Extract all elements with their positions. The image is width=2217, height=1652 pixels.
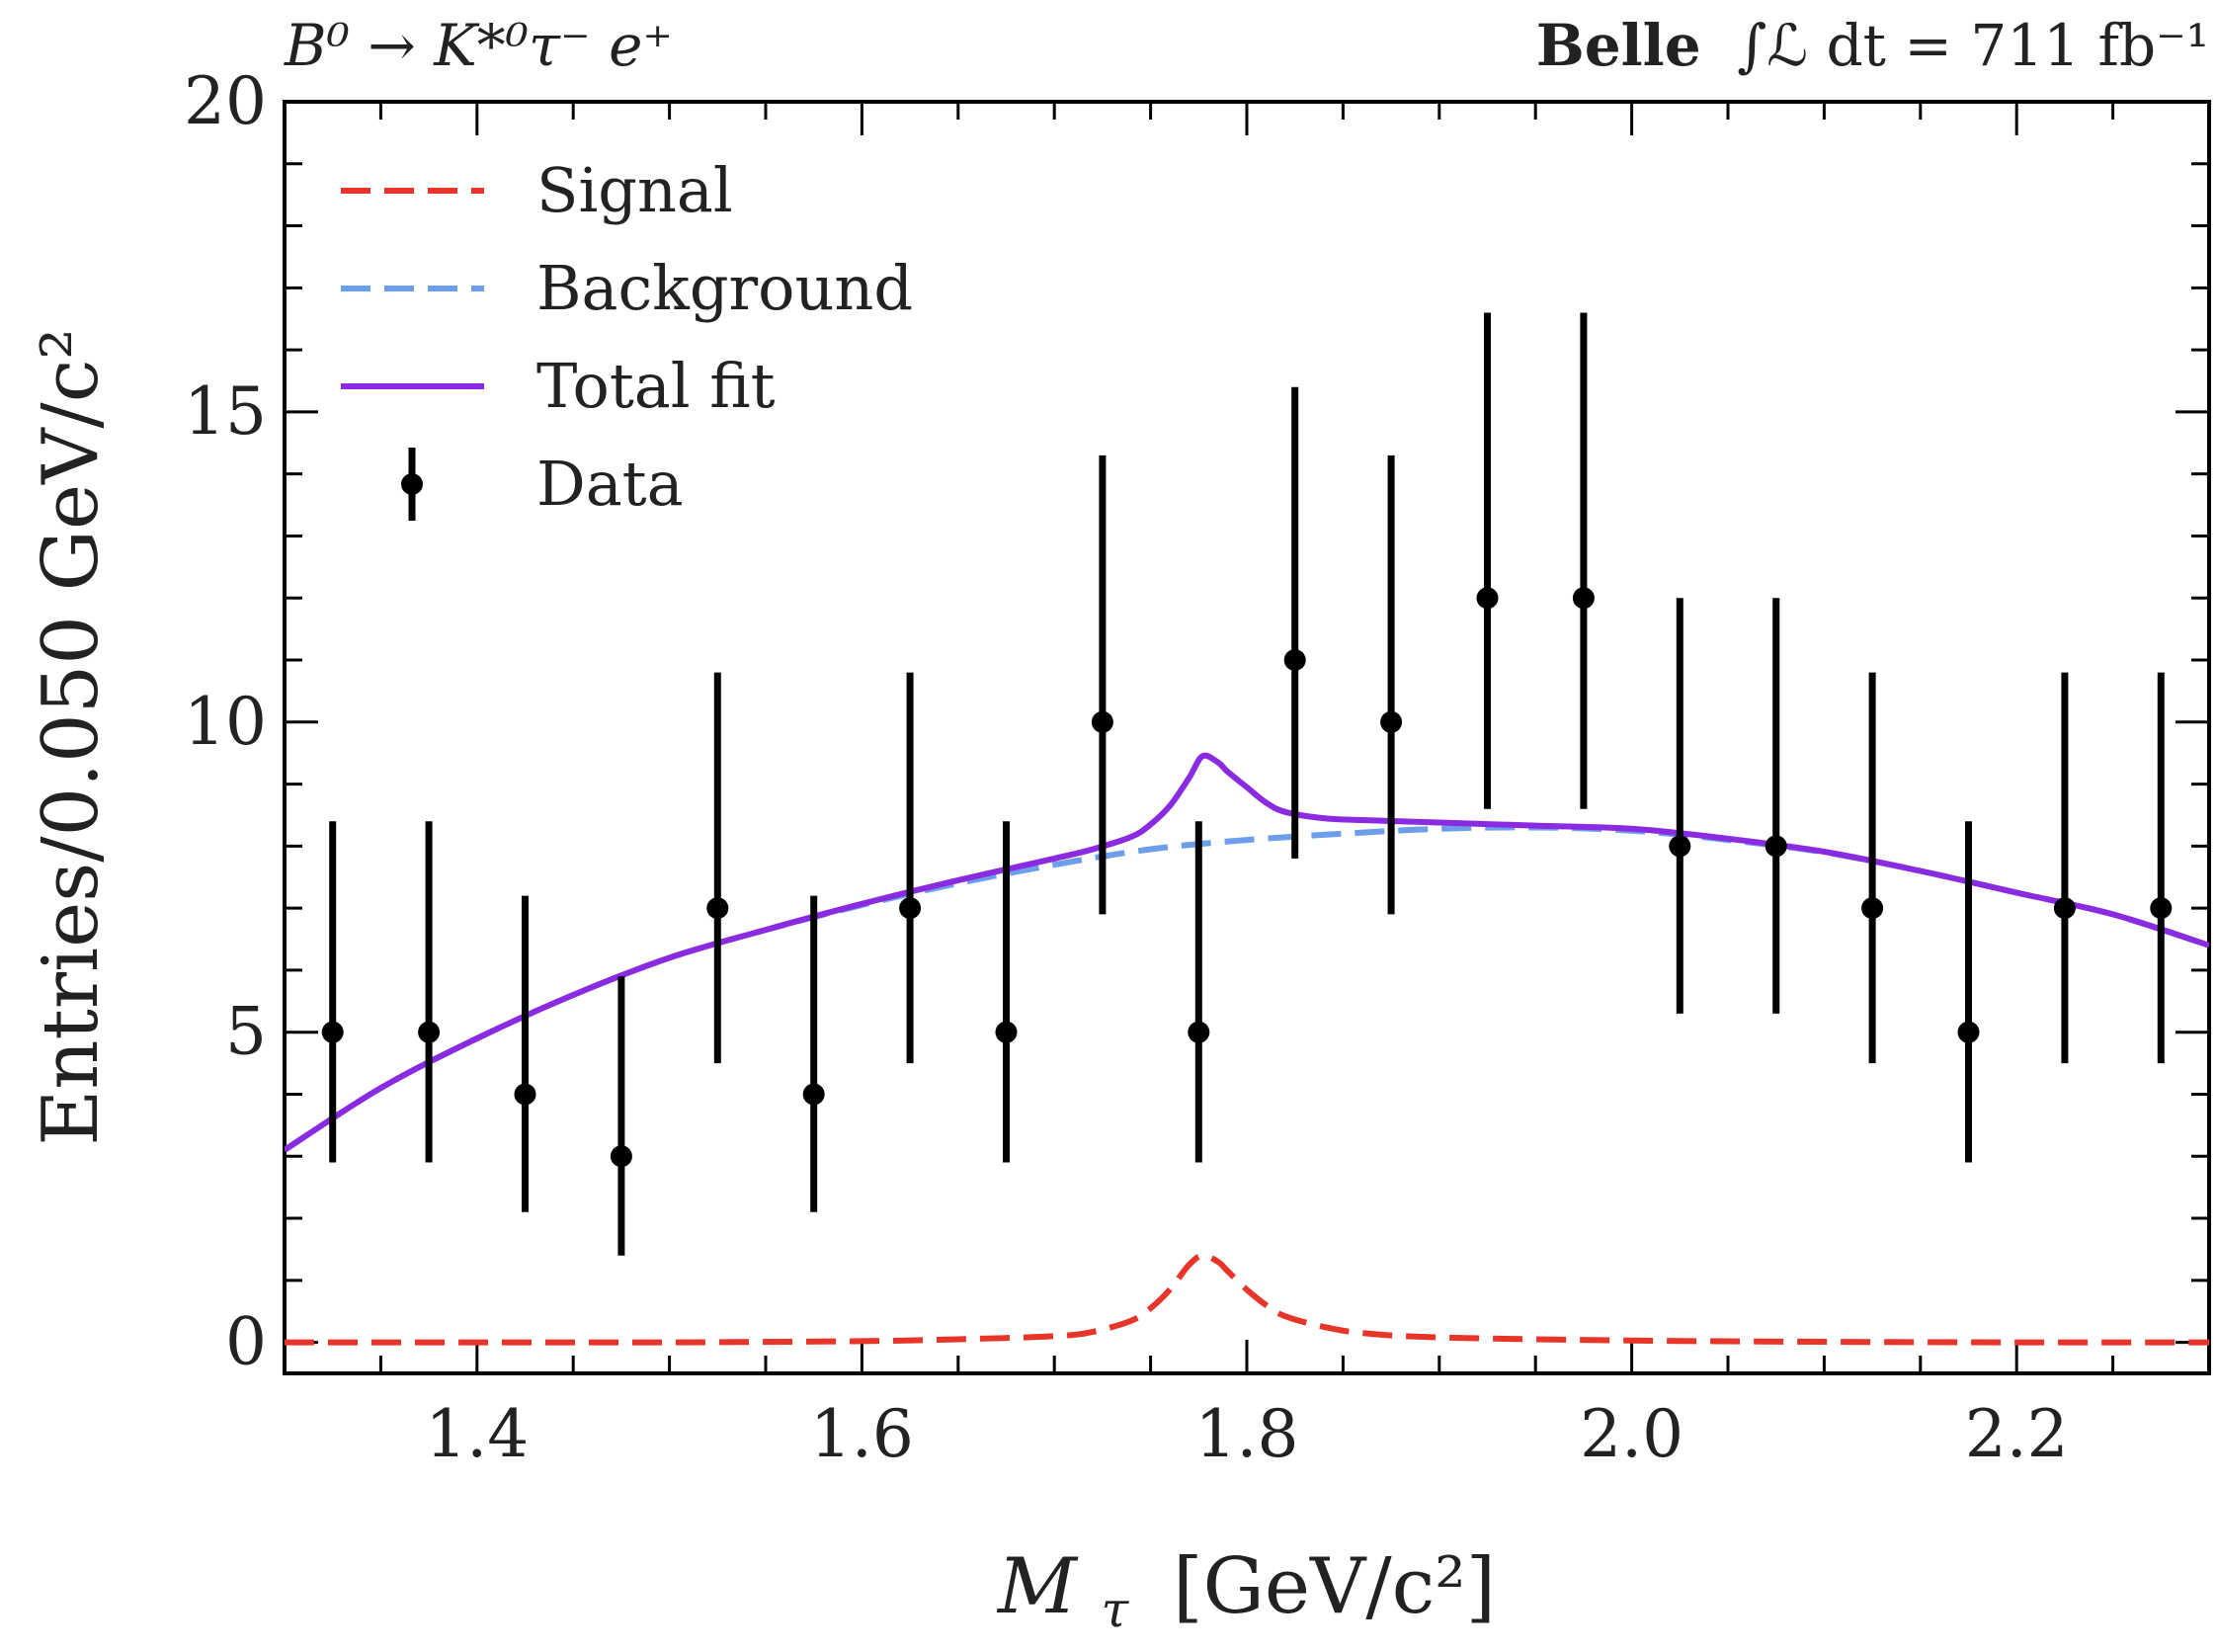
data-point (802, 1083, 825, 1106)
chart-title-decay: B⁰ → K*⁰τ⁻ e⁺ (284, 12, 673, 79)
y-tick-label: 20 (184, 63, 267, 139)
data-point (706, 897, 729, 920)
x-tick-label: 1.6 (810, 1396, 914, 1472)
data-point (2053, 897, 2076, 920)
data-point (418, 1021, 441, 1043)
x-axis-label: M τ [GeV/c²] (996, 1542, 1496, 1645)
legend-label-signal: Signal (536, 154, 733, 226)
x-tick-label: 1.4 (425, 1396, 529, 1472)
fit-curves (285, 752, 2209, 1346)
data-point (514, 1083, 536, 1106)
data-point (610, 1145, 632, 1168)
x-axis-symbol: M (996, 1542, 1079, 1631)
data-point (1091, 710, 1113, 733)
data-point (1765, 835, 1787, 858)
axis-ticks: 1.4 1.6 1.8 2.0 2.2 0 5 10 15 20 (184, 63, 2211, 1472)
curve-signal (285, 1252, 2209, 1346)
legend-label-data: Data (536, 448, 684, 520)
x-tick-label: 1.8 (1195, 1396, 1299, 1472)
data-point (1669, 835, 1691, 858)
x-axis-subscript: τ (1102, 1581, 1130, 1638)
y-tick-label: 15 (184, 373, 267, 450)
data-point (1476, 587, 1499, 610)
data-point (995, 1021, 1018, 1043)
legend: Signal Background Total fit Data (341, 154, 913, 521)
data-point (2150, 897, 2173, 920)
data-point (1861, 897, 1884, 920)
y-tick-label: 10 (184, 684, 267, 760)
x-tick-label: 2.2 (1965, 1396, 2069, 1472)
data-points (321, 312, 2173, 1256)
data-point (899, 897, 922, 920)
curve-total-fit (285, 752, 2209, 1153)
data-point (1188, 1021, 1210, 1043)
x-axis-unit: [GeV/c²] (1173, 1542, 1496, 1631)
data-point (1380, 710, 1403, 733)
data-point (1957, 1021, 1980, 1043)
y-axis-label: Entries/0.050 GeV/c² (27, 328, 116, 1145)
curve-background (285, 824, 2209, 1153)
legend-label-total-fit: Total fit (536, 350, 776, 422)
data-point (1572, 587, 1595, 610)
legend-marker-data (401, 473, 423, 495)
y-tick-label: 5 (225, 994, 267, 1070)
data-point (1283, 649, 1306, 672)
luminosity-label: ∫ℒ dt = 711 fb⁻¹ (1737, 12, 2209, 79)
y-tick-label: 0 (225, 1304, 267, 1380)
chart-title-experiment: Belle ∫ℒ dt = 711 fb⁻¹ (1536, 12, 2209, 79)
x-tick-label: 2.0 (1580, 1396, 1683, 1472)
experiment-name: Belle (1536, 12, 1701, 79)
data-point (321, 1021, 344, 1043)
legend-label-background: Background (536, 252, 913, 324)
